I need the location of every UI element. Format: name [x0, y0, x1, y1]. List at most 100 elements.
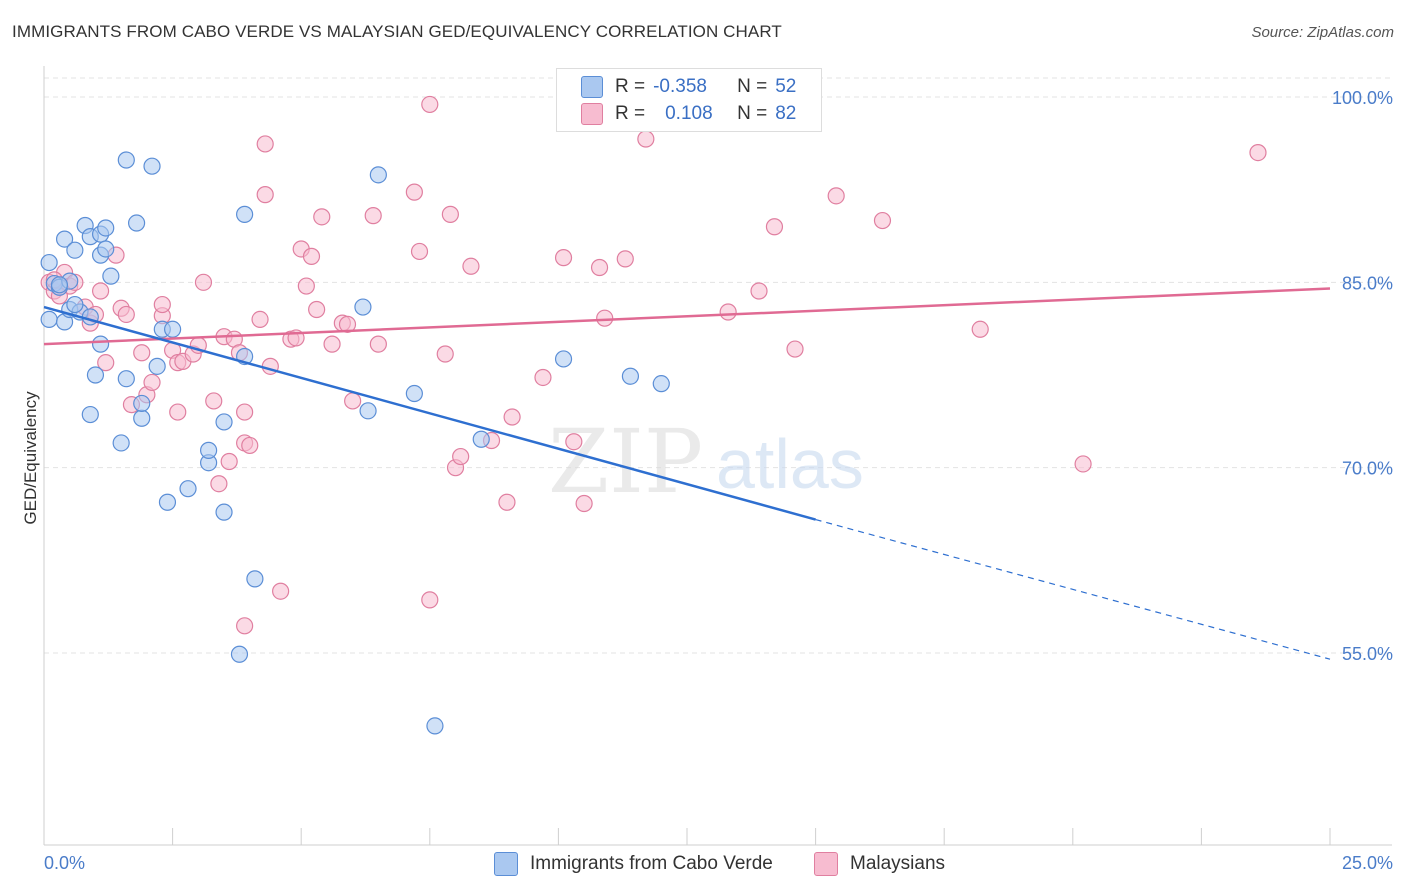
trend-line-cabo-verde-extension: [815, 518, 1331, 660]
correlation-legend: R = -0.358 N = 52 R = 0.108 N = 82: [556, 68, 822, 132]
data-point: [127, 214, 146, 232]
data-point: [86, 366, 105, 384]
data-point: [179, 480, 197, 498]
data-point: [297, 277, 315, 295]
blue-swatch: [494, 852, 518, 876]
data-point: [765, 218, 784, 236]
pink-swatch: [581, 103, 603, 125]
trend-line-cabo-verde: [43, 305, 816, 521]
data-point: [462, 257, 480, 275]
data-point: [91, 335, 110, 353]
axes: [43, 66, 1392, 846]
data-point: [472, 430, 490, 448]
r-value: -0.358: [653, 76, 707, 97]
series-cabo-verde: [40, 151, 670, 735]
data-point: [554, 350, 573, 368]
data-point: [272, 582, 290, 600]
data-point: [575, 494, 593, 513]
data-point: [364, 207, 382, 225]
data-point: [1249, 144, 1267, 162]
data-point: [452, 447, 470, 466]
trend-lines: [43, 287, 1331, 660]
data-point: [719, 303, 737, 321]
data-point: [616, 250, 634, 268]
data-point: [148, 357, 166, 375]
y-tick-label: 85.0%: [1342, 273, 1393, 293]
data-point: [308, 300, 326, 319]
y-axis-label: GED/Equivalency: [21, 391, 40, 525]
data-point: [256, 186, 274, 204]
data-point: [1074, 455, 1092, 473]
data-point: [359, 402, 377, 420]
legend-label: Immigrants from Cabo Verde: [530, 853, 773, 874]
data-point: [153, 295, 171, 314]
y-tick-label: 55.0%: [1342, 644, 1393, 664]
data-point: [97, 219, 115, 237]
legend-row-cabo-verde: R = -0.358 N = 52: [581, 74, 796, 100]
data-point: [338, 315, 357, 333]
data-point: [133, 409, 151, 427]
data-point: [554, 249, 573, 267]
data-point: [220, 452, 238, 471]
data-point: [200, 441, 218, 459]
data-point: [410, 242, 429, 261]
data-point: [323, 335, 341, 353]
data-point: [246, 570, 264, 588]
data-point: [164, 320, 182, 338]
data-point: [405, 384, 423, 403]
data-point: [169, 403, 187, 421]
legend-row-malaysians: R = 0.108 N = 82: [581, 101, 796, 127]
data-point: [426, 717, 444, 735]
data-point: [637, 130, 655, 148]
data-point: [66, 295, 84, 314]
data-point: [50, 276, 69, 294]
data-point: [112, 434, 130, 452]
data-point: [215, 503, 233, 521]
y-tick-label: 70.0%: [1342, 459, 1393, 479]
data-point: [215, 413, 233, 431]
data-point: [251, 310, 269, 328]
data-point: [40, 253, 58, 272]
data-point: [436, 345, 454, 363]
data-point: [40, 310, 58, 328]
data-point: [313, 208, 331, 226]
data-point: [344, 392, 362, 410]
watermark: ZIP atlas: [548, 410, 864, 513]
data-point: [596, 309, 614, 327]
trend-line-malaysians: [43, 287, 1331, 346]
data-point: [565, 433, 583, 451]
data-point: [194, 273, 213, 291]
data-point: [786, 340, 804, 358]
data-point: [302, 247, 321, 265]
data-point: [97, 240, 115, 258]
data-point: [405, 183, 423, 201]
data-point: [256, 135, 274, 153]
r-value: 0.108: [665, 103, 713, 124]
data-point: [621, 367, 640, 385]
data-point: [369, 166, 387, 184]
data-point: [81, 405, 99, 424]
data-point: [143, 157, 161, 175]
data-point: [55, 230, 74, 248]
data-point: [66, 241, 84, 259]
r-label: R =: [615, 103, 646, 124]
n-value: 82: [775, 103, 797, 124]
data-point: [143, 373, 161, 392]
data-point: [534, 368, 552, 387]
data-point: [158, 493, 177, 511]
y-tick-label: 100.0%: [1332, 88, 1393, 108]
data-point: [97, 354, 115, 372]
data-point: [498, 493, 516, 511]
data-point: [210, 475, 228, 493]
source-note: Source: ZipAtlas.com: [1251, 24, 1394, 41]
r-label: R =: [615, 76, 646, 97]
legend-item-malaysians: Malaysians: [814, 852, 945, 876]
data-point: [205, 392, 223, 410]
watermark-zip: ZIP: [548, 410, 703, 513]
pink-swatch: [814, 852, 838, 876]
x-tick-label: 0.0%: [44, 853, 85, 873]
data-point: [133, 344, 151, 362]
data-point: [241, 436, 259, 455]
x-tick-label: 25.0%: [1342, 853, 1393, 873]
